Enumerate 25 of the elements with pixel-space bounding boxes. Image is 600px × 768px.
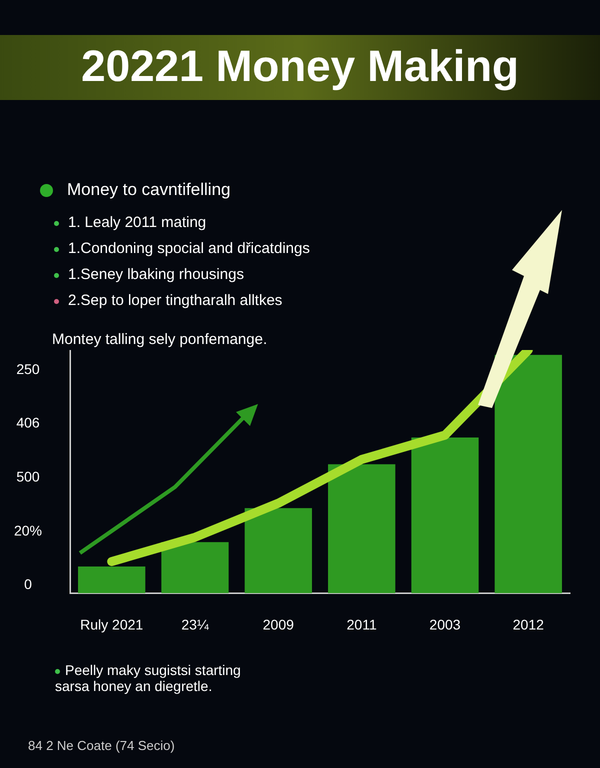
text: 1.Seney lbaking rhousings <box>68 266 244 283</box>
x-tick-label: Ruly 2021 <box>80 616 144 632</box>
text: Money to cavntifelling <box>67 180 230 199</box>
x-tick-label: 23¼ <box>181 616 209 632</box>
x-tick-label: 2011 <box>346 616 377 632</box>
chart-title: 20221 Money Making <box>80 42 520 92</box>
bar <box>244 508 312 594</box>
text: 0 <box>24 576 32 592</box>
bar <box>161 542 229 594</box>
text: Peelly maky sugistsi starting sarsa honey an diegretle. <box>55 662 241 694</box>
bar <box>328 464 396 594</box>
text: 20% <box>14 522 42 538</box>
bar <box>411 438 479 594</box>
text: Montey talling sely ponfemange. <box>52 331 268 348</box>
x-tick-label: 2012 <box>512 616 544 632</box>
text: 406 <box>16 414 40 431</box>
text: 2.Sep to loper tingtharalh alltkes <box>68 292 282 309</box>
x-tick-label: 2009 <box>262 616 294 632</box>
text: 84 2 Ne Coate (74 Secio) <box>28 738 175 753</box>
text: 500 <box>16 468 40 484</box>
bar <box>78 566 146 594</box>
text: 1.Condoning spocial and dřicatdings <box>68 240 310 257</box>
x-tick-label: 2003 <box>429 616 461 632</box>
text: 250 <box>16 360 40 377</box>
text: 1. Lealy 2011 mating <box>68 214 206 231</box>
